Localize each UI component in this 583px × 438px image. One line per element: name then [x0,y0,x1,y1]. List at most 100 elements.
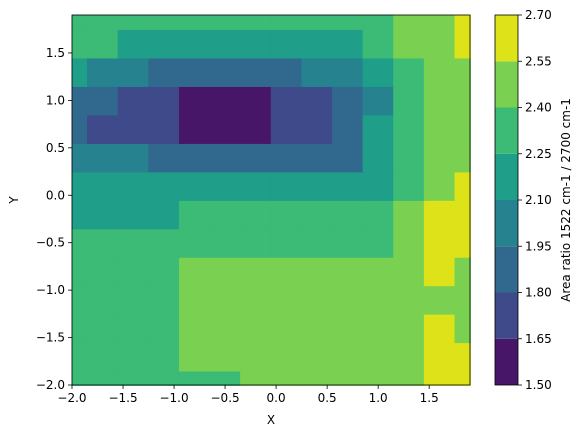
contour-cell [178,228,211,258]
contour-cell [178,313,211,344]
contour-cell [209,285,242,315]
contour-cell [209,228,242,258]
contour-cell [71,142,89,173]
contour-cell [117,342,150,372]
contour-cell [71,57,89,87]
contour-cell [209,29,242,59]
contour-cell [362,285,395,315]
contour-cell [362,342,395,372]
contour-cell [454,85,471,116]
contour-cell [362,29,395,59]
contour-cell [240,370,272,386]
plot-frame [71,14,471,386]
contour-cell [393,228,425,258]
contour-cell [178,370,211,386]
x-tick-label: 0.5 [318,391,337,405]
contour-cell [423,342,456,372]
contour-cell [240,29,272,59]
contour-cell [423,114,456,144]
contour-cell [148,228,180,258]
contour-cell [71,199,89,230]
contour-cell [209,57,242,87]
contour-cell [87,85,119,116]
colorbar-tick-label: 1.50 [525,378,552,392]
contour-cell [117,285,150,315]
contour-cell [423,228,456,258]
contour-cell [240,313,272,344]
contour-cell [270,256,303,287]
contour-cell [178,256,211,287]
contour-cell [178,285,211,315]
contour-cell [423,199,456,230]
contour-cell [423,313,456,344]
y-tick-label: −1.5 [36,331,65,345]
y-tick-label: −2.0 [36,378,65,392]
contour-cell [209,14,242,31]
contour-cell [87,370,119,386]
contour-cell [209,313,242,344]
y-tick-label: 0.5 [46,141,65,155]
contour-cell [301,114,334,144]
contour-cell [270,342,303,372]
contour-cell [454,370,471,386]
contour-cell [301,370,334,386]
contour-cell [117,228,150,258]
colorbar-band [495,153,518,200]
contour-cell [270,114,303,144]
contour-cell [454,313,471,344]
contour-cell [117,57,150,87]
y-tick-label: −0.5 [36,236,65,250]
contour-cell [117,256,150,287]
contour-cell [332,114,364,144]
x-axis-label: X [267,413,275,427]
contour-cell [87,14,119,31]
contour-cell [87,114,119,144]
contour-cell [362,370,395,386]
colorbar-tick-label: 2.25 [525,147,552,161]
contour-cell [393,85,425,116]
colorbar-band [495,200,518,247]
contour-cell [423,57,456,87]
contour-cell [332,285,364,315]
y-axis-label: Y [7,196,21,205]
contour-cell [87,285,119,315]
contour-cell [270,228,303,258]
contour-cell [393,285,425,315]
contour-cell [209,342,242,372]
contour-cell [87,256,119,287]
contour-cell [178,29,211,59]
contour-cell [240,114,272,144]
contour-cell [209,85,242,116]
contour-cell [393,256,425,287]
contour-cell [332,199,364,230]
contour-cell [87,199,119,230]
contour-cell [270,57,303,87]
contour-cell [332,142,364,173]
contour-cell [178,199,211,230]
contour-cell [178,142,211,173]
contour-cell [178,114,211,144]
contour-cell [454,342,471,372]
contour-cell [332,57,364,87]
contour-cell [71,171,89,201]
contour-cell [362,14,395,31]
contour-cell [393,57,425,87]
contour-cell [423,14,456,31]
contour-cell [240,85,272,116]
contour-cell [393,142,425,173]
y-tick-label: 1.0 [46,93,65,107]
contour-cell [454,114,471,144]
contour-cell [178,85,211,116]
contour-cell [332,342,364,372]
contour-cell [178,14,211,31]
contour-cell [240,285,272,315]
y-tick-label: −1.0 [36,283,65,297]
contour-cell [87,313,119,344]
contour-cell [117,29,150,59]
contour-cell [454,29,471,59]
contour-cell [423,370,456,386]
contour-cell [71,85,89,116]
contour-cell [423,285,456,315]
contour-cell [87,57,119,87]
colorbar-tick-label: 2.55 [525,54,552,68]
